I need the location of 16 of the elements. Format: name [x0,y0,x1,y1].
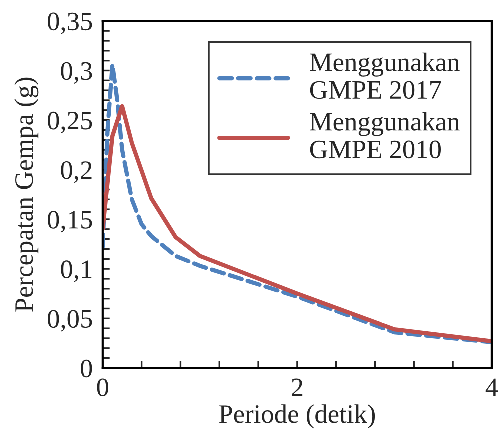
y-tick-label: 0,3 [61,62,92,84]
y-tick-label: 0 [81,360,92,378]
y-tick-label: 0,25 [48,112,92,134]
x-axis-title: Periode (detik) [219,404,376,429]
y-tick-label: 0,05 [48,310,92,332]
y-tick-label: 0,1 [61,260,92,282]
legend-label: Menggunakan GMPE 2017 [310,52,460,100]
x-tick-label: 2 [292,378,303,396]
line-series [102,104,492,344]
y-tick-label: 0,2 [61,162,92,184]
y-axis-title: Percepatan Gempa (g) [14,78,39,312]
y-tick-label: 0,15 [48,211,92,233]
x-tick-label: 0 [97,378,108,397]
y-tick-label: 0,35 [48,12,92,34]
x-tick-label: 4 [486,378,498,396]
legend-label: Menggunakan GMPE 2010 [310,112,460,159]
